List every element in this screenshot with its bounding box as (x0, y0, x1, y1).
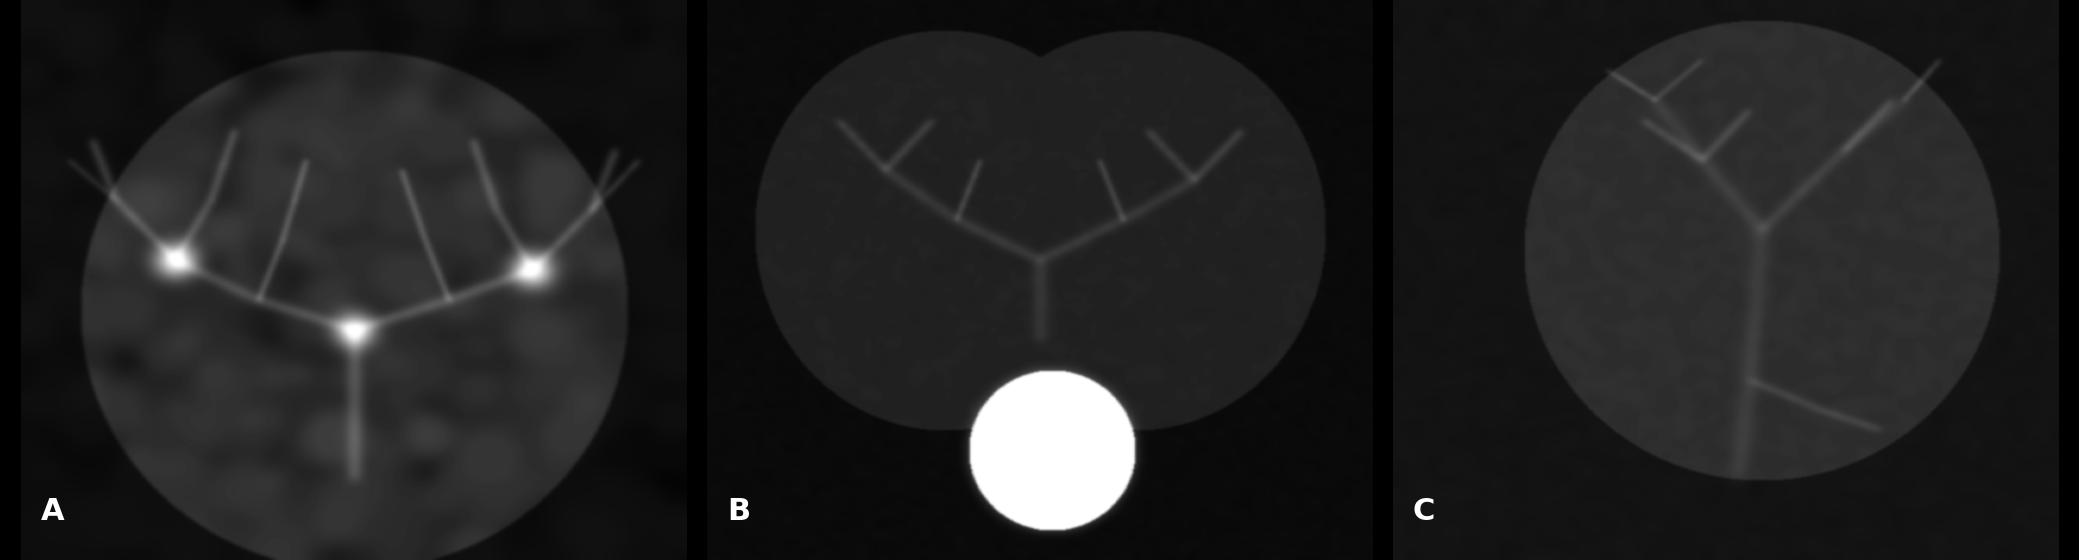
Text: C: C (1414, 497, 1435, 526)
Text: A: A (42, 497, 64, 526)
Text: B: B (728, 497, 751, 526)
